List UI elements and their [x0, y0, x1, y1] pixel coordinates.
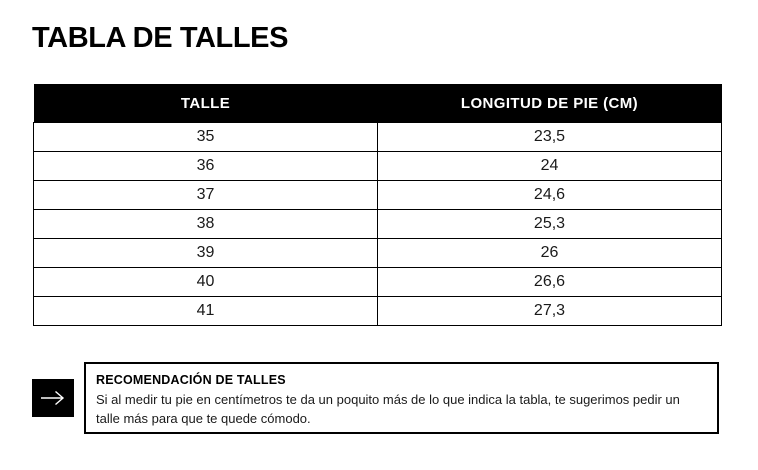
cell-talle: 38 — [33, 209, 378, 239]
cell-talle: 39 — [33, 238, 378, 268]
column-header-talle: TALLE — [33, 84, 378, 123]
cell-longitud: 26,6 — [377, 267, 722, 297]
table-row: 41 27,3 — [33, 296, 722, 326]
table-row: 39 26 — [33, 238, 722, 268]
cell-talle: 41 — [33, 296, 378, 326]
column-header-longitud: LONGITUD DE PIE (CM) — [377, 84, 722, 123]
page-title: TABLA DE TALLES — [32, 22, 289, 54]
table-header-row: TALLE LONGITUD DE PIE (CM) — [33, 84, 722, 123]
cell-longitud: 25,3 — [377, 209, 722, 239]
size-chart-table: TALLE LONGITUD DE PIE (CM) 35 23,5 36 24 37 2… — [33, 84, 722, 326]
table-header: TALLE LONGITUD DE PIE (CM) — [33, 84, 722, 123]
cell-talle: 36 — [33, 151, 378, 181]
table-row: 37 24,6 — [33, 180, 722, 210]
table-row: 35 23,5 — [33, 122, 722, 152]
table-body: 35 23,5 36 24 37 24,6 38 25,3 39 26 40 26,6 41 27,3 — [33, 122, 722, 326]
cell-talle: 40 — [33, 267, 378, 297]
recommendation-body: Si al medir tu pie en centímetros te da … — [96, 392, 680, 426]
cell-longitud: 24,6 — [377, 180, 722, 210]
cell-longitud: 26 — [377, 238, 722, 268]
cell-talle: 35 — [33, 122, 378, 152]
recommendation-heading: RECOMENDACIÓN DE TALLES — [96, 373, 286, 387]
table-row: 40 26,6 — [33, 267, 722, 297]
cell-longitud: 23,5 — [377, 122, 722, 152]
cell-talle: 37 — [33, 180, 378, 210]
cell-longitud: 27,3 — [377, 296, 722, 326]
table-row: 38 25,3 — [33, 209, 722, 239]
cell-longitud: 24 — [377, 151, 722, 181]
table-row: 36 24 — [33, 151, 722, 181]
recommendation-box: RECOMENDACIÓN DE TALLES Si al medir tu p… — [84, 362, 719, 434]
arrow-right-icon — [32, 379, 74, 417]
recommendation-section: RECOMENDACIÓN DE TALLES Si al medir tu p… — [32, 362, 723, 438]
